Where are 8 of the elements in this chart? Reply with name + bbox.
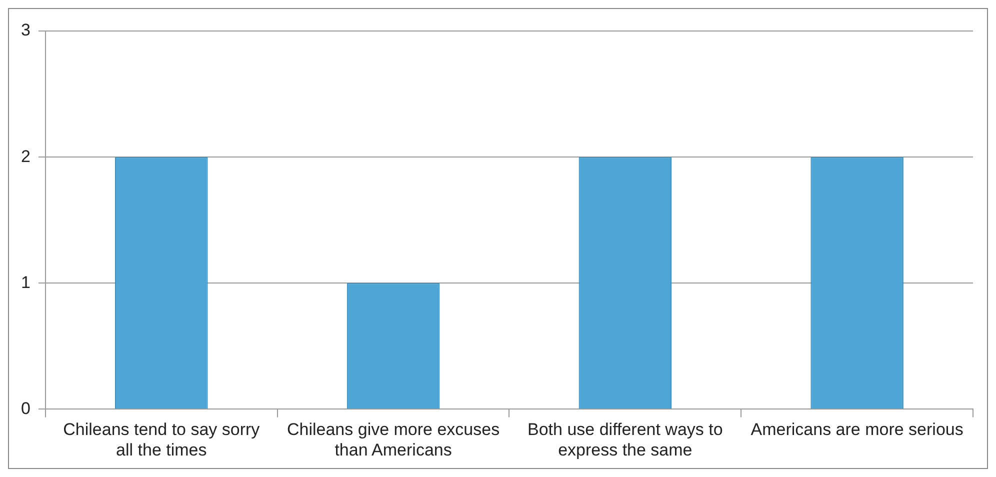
y-tick-label: 3 <box>20 20 30 40</box>
y-tick-label: 2 <box>20 146 30 166</box>
x-tick-label: Americans are more serious <box>750 420 964 440</box>
y-tick-label: 1 <box>20 272 30 292</box>
x-tick-label: Both use different ways to express the same <box>528 420 723 460</box>
y-tick-label: 0 <box>20 398 30 418</box>
x-tick-label: Chileans give more excuses than Americans <box>286 420 500 460</box>
x-tick-label: Chileans tend to say sorry all the times <box>63 420 260 460</box>
